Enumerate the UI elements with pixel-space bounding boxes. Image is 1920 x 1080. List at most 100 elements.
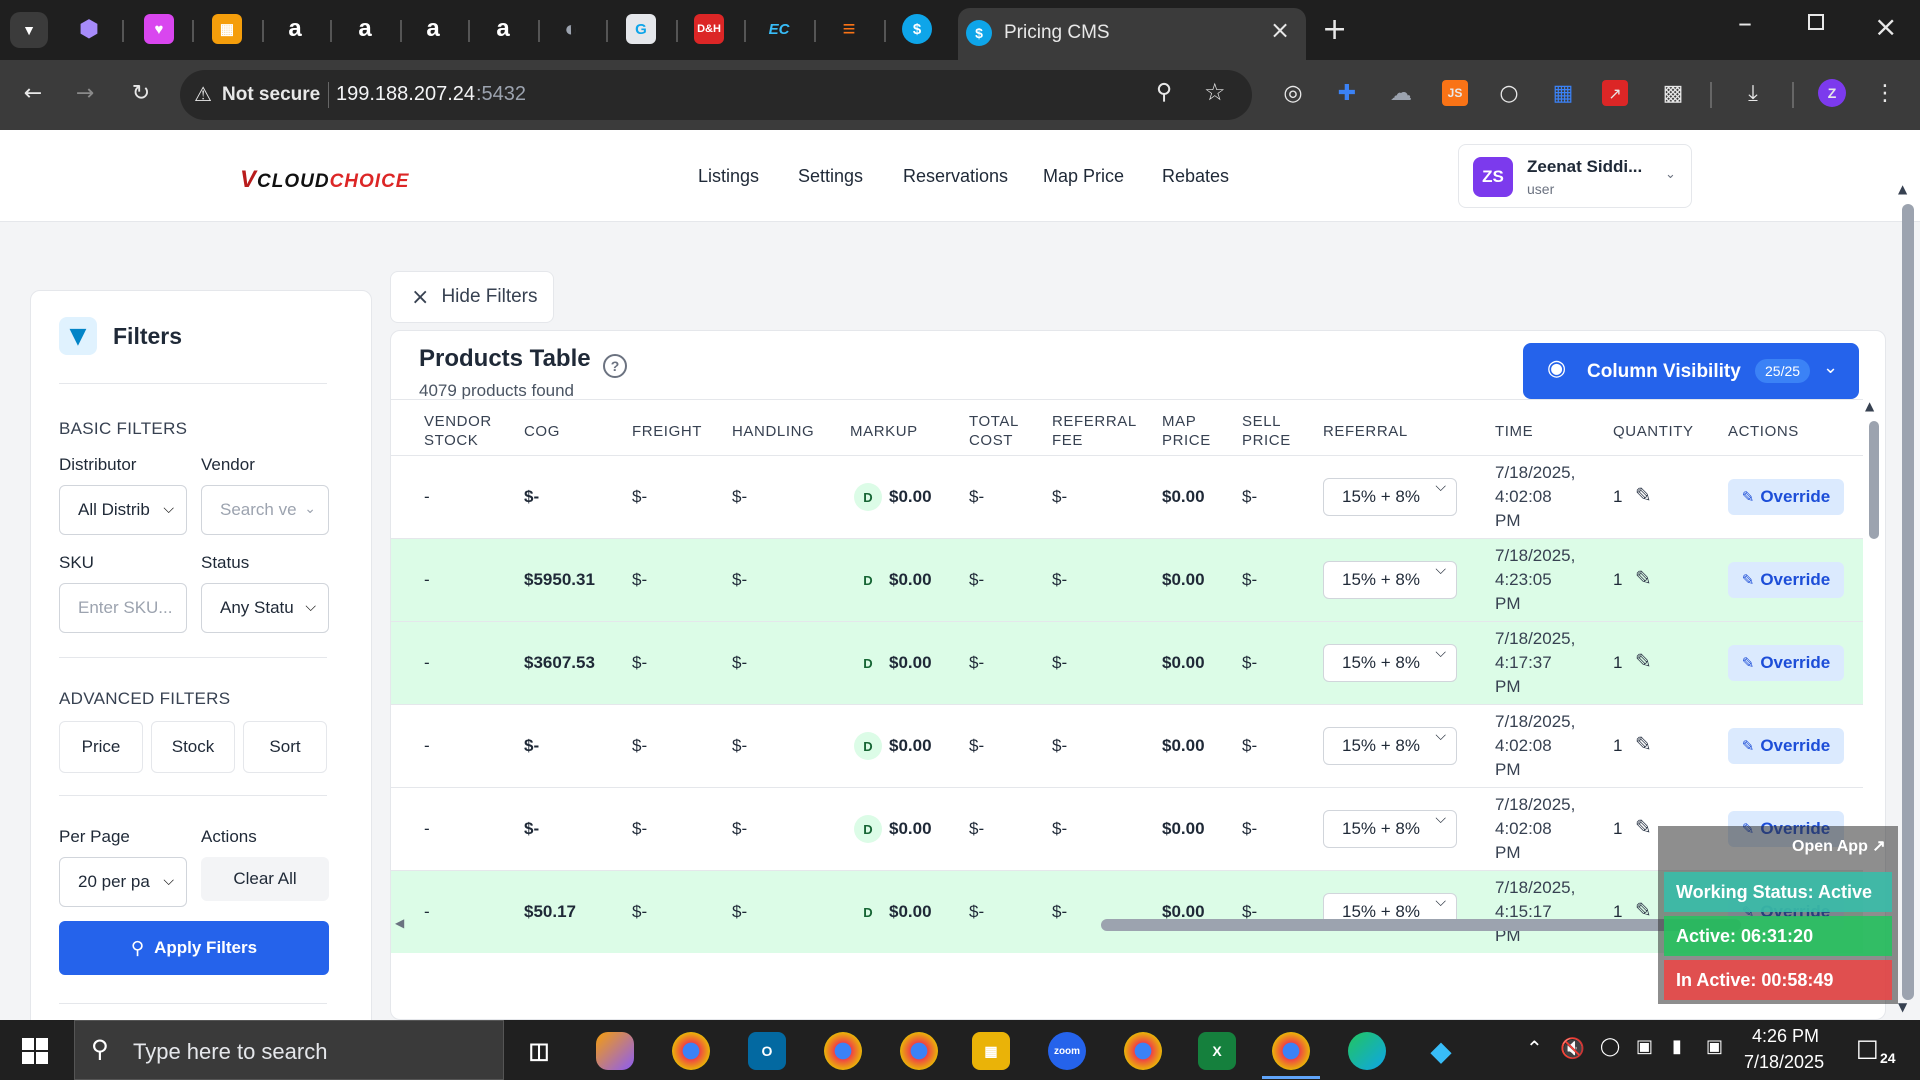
windows-start-icon[interactable] (22, 1038, 48, 1064)
referral-select[interactable]: 15% + 8% ⌵ (1323, 644, 1457, 682)
referral-select[interactable]: 15% + 8% ⌵ (1323, 478, 1457, 516)
excel-icon[interactable]: X (1198, 1032, 1236, 1070)
back-icon[interactable]: ← (23, 80, 43, 106)
pinned-tab-amazon-icon[interactable]: a (288, 15, 302, 42)
th-vendor-stock[interactable]: VENDOR STOCK (424, 412, 492, 450)
table-row[interactable]: - $- $- $- $0.00 $- $- $0.00 $- 1 D 15% + 8% ⌵ 7/18/2… (391, 455, 1863, 538)
pinned-tab-box-icon[interactable]: ⬢ (79, 16, 99, 41)
mute-icon[interactable]: 🔇 (1560, 1036, 1585, 1060)
chrome-profile-icon[interactable] (672, 1032, 710, 1070)
distributor-select[interactable]: All Distrib ⌵ (59, 485, 187, 535)
th-quantity[interactable]: QUANTITY (1613, 422, 1694, 441)
pinned-tab-dh-icon[interactable]: D&H (694, 14, 724, 44)
th-map-price[interactable]: MAP PRICE (1162, 412, 1211, 450)
extension-chart-icon[interactable]: ▦ (1552, 80, 1574, 106)
th-cog[interactable]: COG (524, 422, 560, 441)
horizontal-scrollbar-thumb[interactable] (1101, 919, 1741, 931)
zoom-app-icon[interactable]: zoom (1048, 1032, 1086, 1070)
open-app-link[interactable]: Open App ↗ (1792, 838, 1886, 855)
table-row[interactable]: - $3607.53 $- $- $0.00 $- $- $0.00 $- 1 D 15% + 8% ⌵… (391, 621, 1863, 704)
bookmark-star-icon[interactable]: ☆ (1204, 78, 1226, 106)
apply-filters-button[interactable]: ⚲ Apply Filters (59, 921, 329, 975)
override-button[interactable]: ✎ Override (1728, 479, 1844, 515)
scroll-left-icon[interactable]: ◀ (395, 916, 405, 930)
override-button[interactable]: ✎ Override (1728, 728, 1844, 764)
forward-icon[interactable]: → (75, 80, 95, 106)
th-time[interactable]: TIME (1495, 422, 1533, 441)
pinned-tab-globe-icon[interactable]: ◐ (564, 16, 578, 41)
reload-icon[interactable]: ↻ (131, 80, 151, 106)
clock-time[interactable]: 4:26 PM (1752, 1026, 1820, 1046)
pinned-tab-amazon-icon[interactable]: a (496, 15, 510, 42)
edit-quantity-icon[interactable]: ✎ (1635, 566, 1652, 590)
chrome-profile-icon[interactable] (824, 1032, 862, 1070)
table-row[interactable]: - $- $- $- $0.00 $- $- $0.00 $- 1 D 15% + 8% ⌵ 7/18/2… (391, 787, 1863, 870)
battery-icon[interactable]: ▮ (1672, 1036, 1682, 1057)
tab-pricing-cms[interactable]: $ Pricing CMS × (958, 8, 1306, 60)
pinned-tab-amazon-icon[interactable]: a (358, 15, 372, 42)
extension-globe-icon[interactable]: ◎ (1283, 80, 1303, 106)
pinned-tab-heart-icon[interactable]: ♥ (144, 14, 174, 44)
scroll-up-icon[interactable]: ▲ (1865, 399, 1875, 413)
referral-select[interactable]: 15% + 8% ⌵ (1323, 727, 1457, 765)
extension-cloud-icon[interactable]: ☁ (1390, 80, 1412, 106)
profile-avatar[interactable]: Z (1818, 79, 1846, 107)
user-menu[interactable]: ZS Zeenat Siddi... user ⌄ (1458, 144, 1692, 208)
extension-arrow-icon[interactable]: ↗ (1602, 80, 1628, 106)
taskbar-search-box[interactable]: ⚲ Type here to search (74, 1020, 504, 1080)
close-window-icon[interactable]: × (1874, 10, 1898, 43)
minimize-icon[interactable]: – (1738, 6, 1752, 39)
edit-quantity-icon[interactable]: ✎ (1635, 649, 1652, 673)
override-button[interactable]: ✎ Override (1728, 645, 1844, 681)
url-port[interactable]: :5432 (476, 83, 527, 105)
pinned-tab-g-icon[interactable]: G (626, 14, 656, 44)
price-filter-button[interactable]: Price (59, 721, 143, 773)
stock-filter-button[interactable]: Stock (151, 721, 235, 773)
nav-reservations[interactable]: Reservations (903, 166, 1009, 186)
chrome-profile-icon[interactable] (900, 1032, 938, 1070)
page-scroll-up-icon[interactable]: ▲ (1898, 182, 1908, 196)
close-tab-icon[interactable]: × (1270, 16, 1291, 44)
pinned-tab-ec-icon[interactable]: EC (768, 20, 790, 38)
outlook-icon[interactable]: O (748, 1032, 786, 1070)
pinned-tab-amazon-icon[interactable]: a (426, 15, 440, 42)
copilot-icon[interactable] (596, 1032, 634, 1070)
th-total-cost[interactable]: TOTAL COST (969, 412, 1019, 450)
nav-map-price[interactable]: Map Price (1043, 166, 1125, 186)
th-referral-fee[interactable]: REFERRAL FEE (1052, 412, 1137, 450)
help-icon[interactable]: ? (603, 354, 627, 378)
app-diamond-icon[interactable]: ◆ (1431, 1035, 1451, 1066)
clear-all-button[interactable]: Clear All (201, 857, 329, 901)
task-view-icon[interactable]: ◫ (528, 1038, 550, 1063)
brand-logo[interactable]: VCLOUDCHOICE (240, 166, 410, 193)
sku-input[interactable]: Enter SKU... (59, 583, 187, 633)
security-label[interactable]: Not secure (222, 84, 321, 105)
edit-quantity-icon[interactable]: ✎ (1635, 732, 1652, 756)
nav-rebates[interactable]: Rebates (1162, 166, 1230, 186)
notification-icon[interactable]: □ (1856, 1034, 1879, 1062)
zoom-icon[interactable]: ⚲ (1156, 80, 1173, 105)
url-host[interactable]: 199.188.207.24 (336, 83, 476, 105)
per-page-select[interactable]: 20 per pa ⌵ (59, 857, 187, 907)
tray-app-icon[interactable]: ◯ (1600, 1036, 1621, 1057)
th-markup[interactable]: MARKUP (850, 422, 918, 441)
pinned-tab-layers-icon[interactable]: ≡ (842, 16, 856, 41)
column-visibility-button[interactable]: ◉ Column Visibility 25/25 ⌄ (1523, 343, 1859, 399)
edit-quantity-icon[interactable]: ✎ (1635, 898, 1652, 922)
th-actions[interactable]: ACTIONS (1728, 422, 1799, 441)
extension-circle-icon[interactable]: ○ (1499, 80, 1519, 106)
sort-filter-button[interactable]: Sort (243, 721, 327, 773)
edit-quantity-icon[interactable]: ✎ (1635, 483, 1652, 507)
show-hidden-icons[interactable]: ⌃ (1526, 1036, 1543, 1060)
hide-filters-button[interactable]: × Hide Filters (390, 271, 554, 323)
new-tab-icon[interactable]: + (1322, 12, 1348, 47)
referral-select[interactable]: 15% + 8% ⌵ (1323, 561, 1457, 599)
chrome-active-icon[interactable] (1272, 1032, 1310, 1070)
table-row[interactable]: - $- $- $- $0.00 $- $- $0.00 $- 1 D 15% + 8% ⌵ 7/18/2… (391, 704, 1863, 787)
browser-menu-icon[interactable]: ⋮ (1874, 80, 1896, 106)
page-scroll-down-icon[interactable]: ▼ (1898, 1000, 1908, 1014)
th-sell-price[interactable]: SELL PRICE (1242, 412, 1291, 450)
th-freight[interactable]: FREIGHT (632, 422, 702, 441)
file-explorer-icon[interactable]: ▦ (972, 1032, 1010, 1070)
edge-icon[interactable] (1348, 1032, 1386, 1070)
